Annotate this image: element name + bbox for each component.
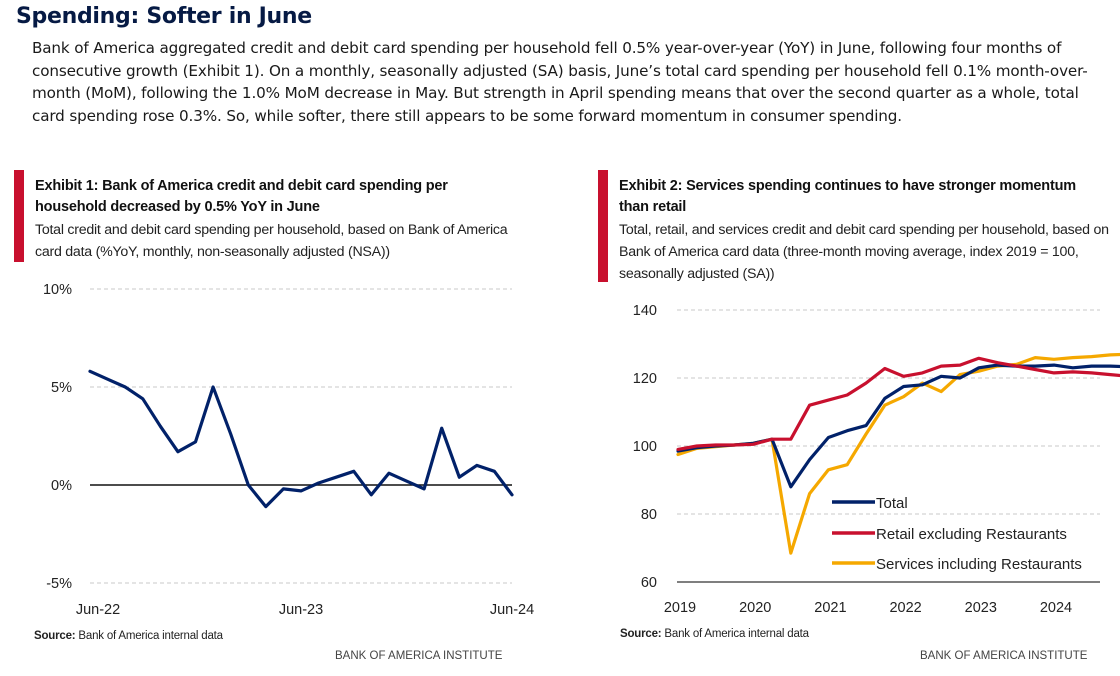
x-tick-label: Jun-23: [279, 602, 323, 618]
legend-label: Services including Restaurants: [876, 556, 1082, 573]
series-line-retail-excluding-restaurants: [676, 356, 1120, 451]
x-tick-label: 2022: [889, 600, 921, 616]
exhibit1-subtitle: Total credit and debit card spending per…: [35, 222, 508, 260]
exhibit2-title: Exhibit 2: Services spending continues t…: [619, 178, 1076, 215]
exhibit1-chart: 10% 5% 0% -5%Jun-22 Jun-23 Jun-24: [43, 282, 534, 618]
x-tick-label: 2019: [664, 600, 696, 616]
legend-label: Total: [876, 495, 908, 512]
x-tick-label: 2020: [739, 600, 771, 616]
y-tick-label: 5%: [51, 380, 72, 396]
y-tick-label: 80: [641, 507, 657, 523]
exhibit1-footer: BANK OF AMERICA INSTITUTE: [335, 650, 503, 662]
exhibit2-accent-bar: [598, 170, 608, 282]
x-tick-label: Jun-24: [490, 602, 534, 618]
exhibit2-source-label: Source:: [620, 628, 662, 640]
exhibit2-chart: 140 120 100 80 60 2019 2020 2021 2022 2023 2024 Tot…: [633, 303, 1120, 616]
legend-label: Retail excluding Restaurants: [876, 526, 1067, 543]
exhibit1-source-text: Bank of America internal data: [78, 630, 223, 642]
x-tick-label: 2024: [1040, 600, 1072, 616]
y-tick-label: 140: [633, 303, 657, 319]
exhibit2-source: Source: Bank of America internal data: [620, 628, 809, 640]
exhibit1-accent-bar: [14, 170, 24, 262]
y-tick-label: 10%: [43, 282, 72, 298]
series-line-total-yoy: [88, 369, 514, 509]
exhibit2-subtitle: Total, retail, and services credit and d…: [619, 222, 1109, 282]
page-title: Spending: Softer in June: [16, 4, 312, 29]
intro-paragraph: Bank of America aggregated credit and de…: [32, 39, 1088, 125]
y-tick-label: 100: [633, 439, 657, 455]
y-tick-label: 120: [633, 371, 657, 387]
x-tick-label: Jun-22: [76, 602, 120, 618]
y-tick-label: 0%: [51, 478, 72, 494]
y-tick-label: -5%: [46, 576, 72, 592]
x-tick-label: 2023: [965, 600, 997, 616]
series-line-services-including-restaurants: [676, 352, 1120, 555]
y-tick-label: 60: [641, 575, 657, 591]
series-line-total: [676, 363, 1120, 489]
exhibit1-source: Source: Bank of America internal data: [34, 630, 223, 642]
exhibit1-source-label: Source:: [34, 630, 76, 642]
exhibit2-footer: BANK OF AMERICA INSTITUTE: [920, 650, 1088, 662]
exhibit1-title: Exhibit 1: Bank of America credit and de…: [35, 178, 448, 215]
exhibit2-source-text: Bank of America internal data: [664, 628, 809, 640]
x-tick-label: 2021: [814, 600, 846, 616]
